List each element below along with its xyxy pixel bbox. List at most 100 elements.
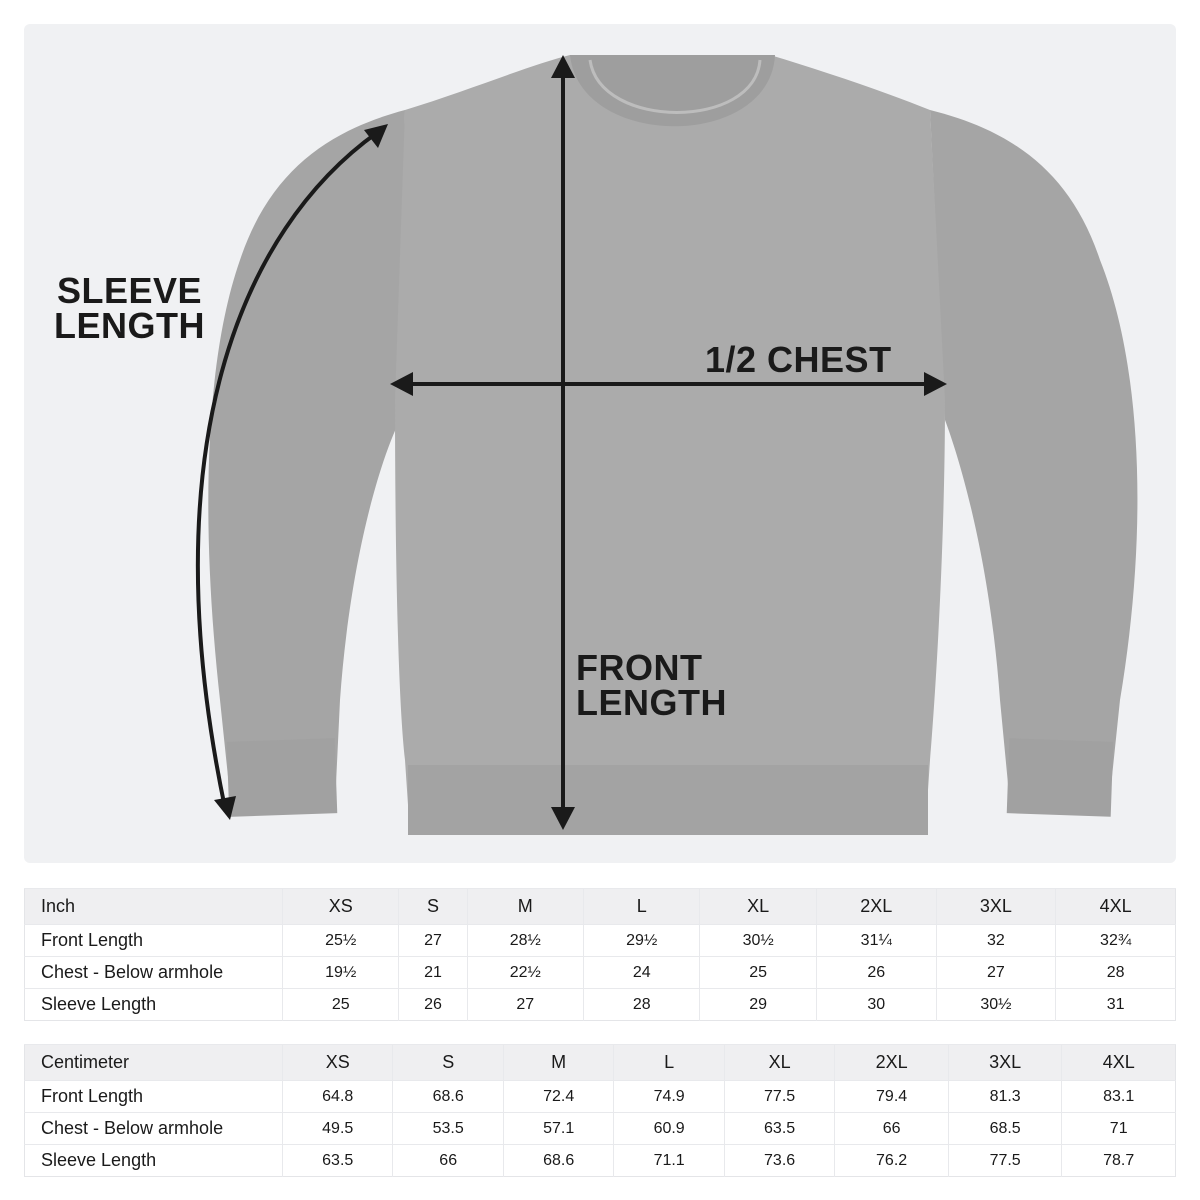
label-line: SLEEVE [56, 270, 203, 311]
table-cell: 32¾ [1055, 924, 1176, 957]
table-cell: 68.6 [392, 1080, 504, 1113]
table-cell: 22½ [466, 956, 584, 989]
unit-label: Inch [24, 888, 283, 925]
table-cell: 78.7 [1061, 1144, 1176, 1177]
table-cell: 27 [398, 924, 468, 957]
table-cell: 32 [935, 924, 1056, 957]
size-header: XS [281, 1044, 393, 1081]
sleeve-length-arrow [195, 130, 380, 809]
table-cell: 30½ [935, 988, 1056, 1021]
measurement-arrows [195, 55, 947, 830]
size-header: 3XL [947, 1044, 1062, 1081]
arrowhead-icon [364, 124, 388, 148]
table-cell: 25 [699, 956, 817, 989]
table-cell: 79.4 [834, 1080, 949, 1113]
table-cell: 57.1 [502, 1112, 614, 1145]
arrowhead-icon [551, 807, 575, 830]
row-label: Chest - Below armhole [24, 1112, 283, 1145]
table-cell: 77.5 [723, 1080, 835, 1113]
table-cell: 27 [466, 988, 584, 1021]
table-cell: 28½ [466, 924, 584, 957]
sleeve-length-label: SLEEVE LENGTH [47, 270, 212, 346]
table-cell: 30½ [699, 924, 817, 957]
unit-label: Centimeter [24, 1044, 283, 1081]
size-header: 2XL [815, 888, 937, 925]
table-cell: 71 [1061, 1112, 1176, 1145]
label-line: LENGTH [576, 682, 727, 723]
label-line: LENGTH [54, 305, 205, 346]
size-header: 4XL [1061, 1044, 1176, 1081]
table-row: Chest - Below armhole 49.5 53.5 57.1 60.9 63.… [24, 1112, 1176, 1145]
right-sleeve [930, 110, 1138, 815]
table-cell: 74.9 [613, 1080, 725, 1113]
table-cell: 31¼ [815, 924, 937, 957]
body [395, 55, 945, 835]
table-cell: 60.9 [613, 1112, 725, 1145]
sweatshirt-diagram [195, 55, 1138, 835]
waistband [408, 765, 928, 835]
table-cell: 25 [281, 988, 399, 1021]
table-cell: 71.1 [613, 1144, 725, 1177]
left-sleeve [208, 110, 405, 815]
table-cell: 83.1 [1061, 1080, 1176, 1113]
arrowhead-icon [924, 372, 947, 396]
row-label: Sleeve Length [24, 1144, 283, 1177]
table-cell: 49.5 [281, 1112, 393, 1145]
table-cell: 30 [815, 988, 937, 1021]
table-row: Sleeve Length 63.5 66 68.6 71.1 73.6 76.2 77.5 7… [24, 1144, 1176, 1177]
table-cell: 26 [815, 956, 937, 989]
table-cell: 76.2 [834, 1144, 949, 1177]
size-header: XL [723, 1044, 835, 1081]
size-header: XS [281, 888, 399, 925]
size-header: M [502, 1044, 614, 1081]
table-cell: 31 [1055, 988, 1176, 1021]
table-cell: 25½ [281, 924, 399, 957]
table-cell: 29½ [582, 924, 700, 957]
left-cuff [226, 738, 338, 817]
table-cell: 81.3 [947, 1080, 1062, 1113]
size-header: 2XL [834, 1044, 949, 1081]
table-cell: 63.5 [723, 1112, 835, 1145]
table-cell: 26 [398, 988, 468, 1021]
table-cell: 27 [935, 956, 1056, 989]
size-header: L [613, 1044, 725, 1081]
table-cell: 28 [582, 988, 700, 1021]
table-cell: 68.6 [502, 1144, 614, 1177]
row-label: Chest - Below armhole [24, 956, 283, 989]
size-header: 4XL [1055, 888, 1176, 925]
table-cell: 19½ [281, 956, 399, 989]
table-cell: 72.4 [502, 1080, 614, 1113]
table-header-row: Inch XS S M L XL 2XL 3XL 4XL [24, 888, 1176, 925]
row-label: Front Length [24, 1080, 283, 1113]
size-header: 3XL [935, 888, 1056, 925]
table-cell: 63.5 [281, 1144, 393, 1177]
table-cell: 66 [834, 1112, 949, 1145]
table-cell: 66 [392, 1144, 504, 1177]
label-line: FRONT [576, 647, 703, 688]
chest-label: 1/2 CHEST [705, 339, 892, 380]
size-header: M [466, 888, 584, 925]
row-label: Front Length [24, 924, 283, 957]
size-header: S [398, 888, 468, 925]
table-cell: 73.6 [723, 1144, 835, 1177]
size-header: S [392, 1044, 504, 1081]
table-cell: 64.8 [281, 1080, 393, 1113]
table-cell: 21 [398, 956, 468, 989]
size-header: L [582, 888, 700, 925]
table-cell: 77.5 [947, 1144, 1062, 1177]
table-row: Chest - Below armhole 19½ 21 22½ 24 25 26 27 28 [24, 956, 1176, 989]
front-length-label: FRONT LENGTH [576, 647, 727, 723]
right-cuff [1006, 738, 1114, 817]
table-cell: 53.5 [392, 1112, 504, 1145]
size-header: XL [699, 888, 817, 925]
table-row: Sleeve Length 25 26 27 28 29 30 30½ 31 [24, 988, 1176, 1021]
collar [570, 55, 775, 127]
table-cell: 28 [1055, 956, 1176, 989]
sweatshirt-illustration [208, 55, 1138, 835]
arrowhead-icon [214, 796, 236, 820]
inch-size-table: Inch XS S M L XL 2XL 3XL 4XL Front Length 25½ 27 28½… [24, 888, 1176, 1021]
arrowhead-icon [551, 55, 575, 78]
table-row: Front Length 64.8 68.6 72.4 74.9 77.5 79.4 81.3… [24, 1080, 1176, 1113]
table-cell: 68.5 [947, 1112, 1062, 1145]
arrowhead-icon [390, 372, 413, 396]
